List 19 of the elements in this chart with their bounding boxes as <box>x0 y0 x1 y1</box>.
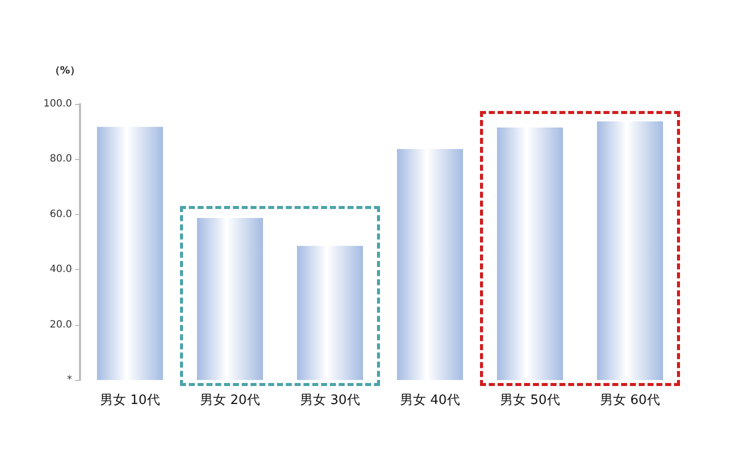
bar <box>197 218 263 380</box>
y-axis-title: （%） <box>50 66 80 76</box>
bar <box>297 246 363 380</box>
x-tick-label: 男女 60代 <box>600 393 660 408</box>
x-tick-label: 男女 40代 <box>400 393 460 408</box>
y-tick-label: 100.0 <box>43 98 72 110</box>
y-tick-label: 20.0 <box>50 319 72 330</box>
bar <box>597 121 663 380</box>
y-tick-label: * <box>67 374 72 386</box>
x-tick-label: 男女 10代 <box>100 393 160 408</box>
y-tick-label: 40.0 <box>50 264 72 276</box>
bar <box>497 127 563 380</box>
bar <box>97 126 163 380</box>
y-tick-label: 80.0 <box>50 154 72 165</box>
x-tick-label: 男女 20代 <box>200 393 260 408</box>
x-tick-label: 男女 30代 <box>300 393 360 408</box>
y-tick-label: 60.0 <box>50 208 72 220</box>
bar <box>397 148 463 380</box>
x-tick-label: 男女 50代 <box>500 393 560 408</box>
